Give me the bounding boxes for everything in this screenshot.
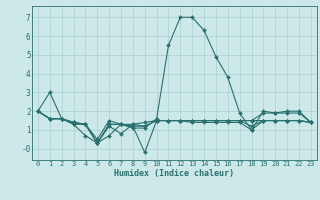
X-axis label: Humidex (Indice chaleur): Humidex (Indice chaleur) — [115, 169, 234, 178]
